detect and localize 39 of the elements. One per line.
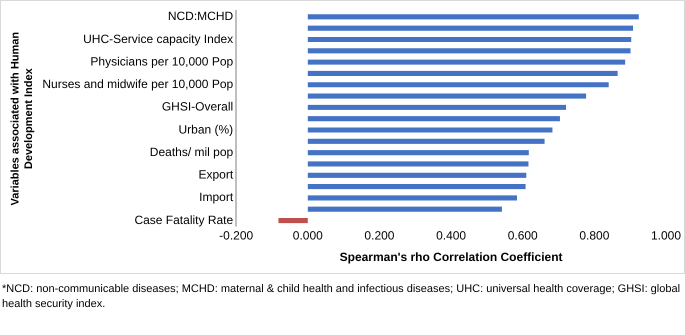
- bar: [308, 36, 632, 42]
- text: *NCD: non-communicable diseases; MCHD: maternal & child health and infectious diseases; UHC: universal health coverage; GHSI: global health security index.: [2, 282, 682, 312]
- bar: [308, 70, 618, 76]
- y-tick-label: Urban (%): [178, 122, 234, 136]
- bar: [308, 14, 639, 20]
- y-tick-label: Deaths/ mil pop: [150, 144, 234, 159]
- bar: [308, 48, 631, 54]
- bar: [308, 172, 526, 178]
- y-tick-label: Import: [199, 190, 234, 204]
- bar: [308, 150, 529, 156]
- y-tick-label: Case Fatality Rate: [134, 212, 234, 227]
- y-tick-label: Export: [198, 168, 234, 182]
- x-tick-label: 0.800: [579, 228, 610, 243]
- x-tick-label: 0.000: [292, 228, 324, 243]
- x-axis-title: Spearman's rho Correlation Coefficient: [340, 250, 563, 264]
- x-tick-label: 0.400: [436, 228, 466, 243]
- bar: [308, 184, 526, 190]
- y-tick-label: Physicians per 10,000 Pop: [90, 54, 234, 68]
- bar: [308, 82, 609, 88]
- x-tick-label: 1.000: [650, 228, 682, 243]
- y-axis-title: Variables associated with Human Development Index: [10, 32, 35, 206]
- x-tick-label: -0.200: [219, 228, 254, 243]
- bar: [308, 161, 528, 167]
- y-tick-label: NCD:MCHD: [168, 9, 234, 24]
- bar: [308, 26, 634, 31]
- bar: [308, 138, 545, 144]
- y-tick-label: GHSI-Overall: [162, 100, 234, 114]
- bar: [308, 94, 586, 99]
- bar: [308, 60, 626, 65]
- bar: [308, 127, 552, 133]
- bar: [308, 116, 560, 122]
- x-tick-label: 0.200: [364, 228, 395, 243]
- x-tick-label: 0.600: [508, 228, 538, 243]
- y-tick-label: UHC-Service capacity Index: [83, 32, 234, 46]
- y-tick-label: Nurses and midwife per 10,000 Pop: [42, 77, 234, 92]
- bar: [308, 195, 517, 200]
- bar: [278, 218, 308, 224]
- bar: [308, 104, 566, 110]
- bar: [308, 206, 502, 212]
